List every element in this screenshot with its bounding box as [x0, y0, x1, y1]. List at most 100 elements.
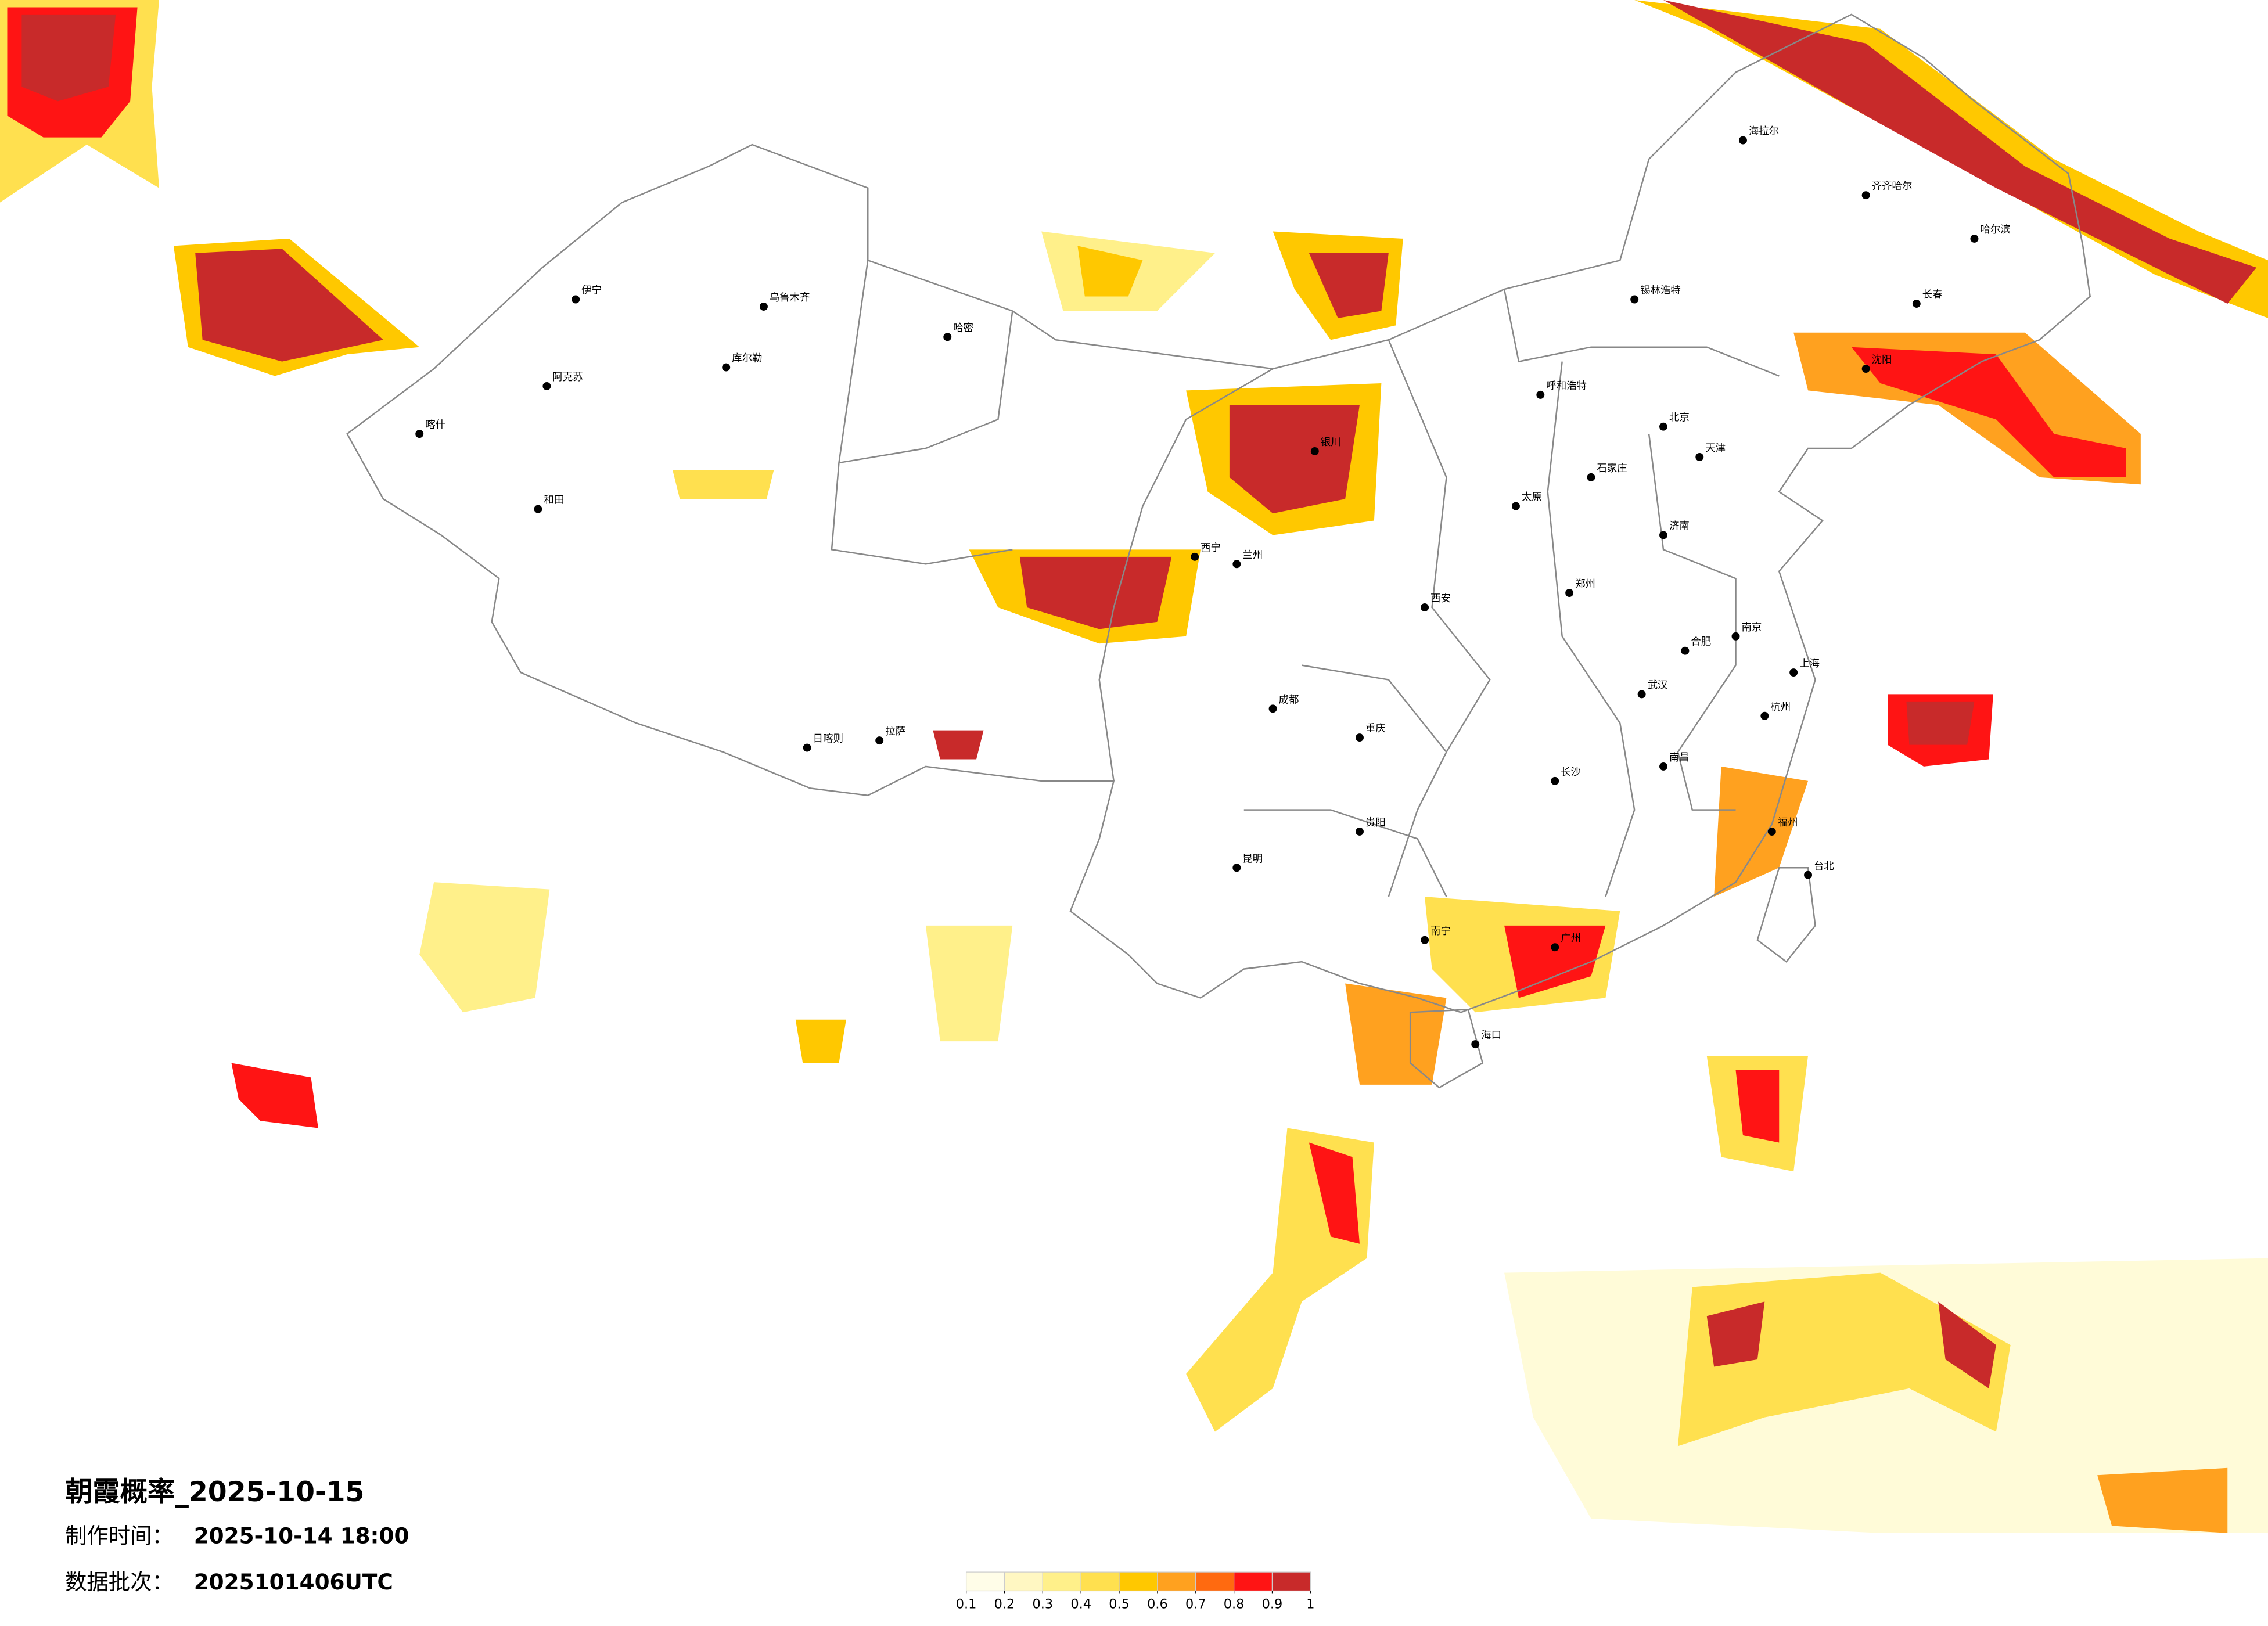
city-dot: [1789, 668, 1798, 677]
city-label: 喀什: [425, 419, 445, 431]
city-dot: [534, 505, 542, 513]
city-label: 上海: [1799, 658, 1820, 670]
city-label: 日喀则: [813, 733, 843, 745]
city-dot: [1421, 603, 1429, 611]
city-dot: [1565, 589, 1574, 598]
city-label: 齐齐哈尔: [1872, 181, 1913, 192]
heatmap: [0, 0, 2268, 1533]
city-label: 兰州: [1242, 549, 1263, 561]
city-dot: [1232, 864, 1241, 872]
city-dot: [1760, 711, 1769, 720]
city-dot: [1767, 828, 1776, 836]
city-label: 哈尔滨: [1980, 224, 2010, 236]
colorbar-cell: [1119, 1571, 1158, 1592]
colorbar-cell: [1157, 1571, 1196, 1592]
city-label: 南京: [1741, 622, 1762, 634]
city-label: 拉萨: [885, 726, 905, 738]
city-dot: [572, 295, 580, 304]
city-dot: [1804, 870, 1813, 879]
city-dot: [1310, 447, 1319, 455]
city-label: 长春: [1922, 289, 1943, 301]
city-label: 沈阳: [1872, 354, 1892, 366]
city-label: 海口: [1481, 1030, 1501, 1041]
city-label: 银川: [1321, 437, 1341, 448]
city-dot: [1681, 646, 1690, 655]
batch: 2025101406UTC: [194, 1569, 393, 1595]
city-label: 呼和浩特: [1546, 380, 1587, 392]
city-dot: [1191, 552, 1199, 561]
city-label: 昆明: [1242, 853, 1263, 865]
colorbar-tick-label: 0.8: [1224, 1596, 1245, 1611]
city-dot: [1630, 295, 1639, 304]
colorbar: 0.1 0.2 0.3 0.4 0.5 0.6 0.7 0.8 0.9 1: [956, 1571, 1314, 1611]
made-time: 2025-10-14 18:00: [194, 1523, 409, 1548]
city-dot: [1551, 776, 1559, 785]
city-label: 海拉尔: [1749, 126, 1779, 138]
city-dot: [1695, 453, 1704, 461]
city-label: 石家庄: [1597, 463, 1627, 474]
city-label: 南昌: [1669, 752, 1690, 764]
colorbar-cell: [1271, 1571, 1311, 1592]
city-label: 武汉: [1648, 679, 1668, 691]
city-dot: [943, 333, 952, 341]
city-dot: [1861, 191, 1870, 200]
city-dot: [759, 303, 768, 311]
city-label: 西宁: [1201, 542, 1221, 554]
city-label: 乌鲁木齐: [770, 292, 810, 304]
city-label: 长沙: [1561, 767, 1581, 778]
city-dot: [1659, 762, 1667, 771]
colorbar-tick-label: 0.9: [1262, 1596, 1283, 1611]
colorbar-tick-label: 0.1: [956, 1596, 977, 1611]
colorbar-cell: [1080, 1571, 1120, 1592]
city-label: 合肥: [1691, 636, 1711, 648]
city-label: 福州: [1778, 817, 1798, 829]
city-label: 天津: [1705, 443, 1726, 454]
batch-label: 数据批次：: [65, 1569, 174, 1595]
colorbar-cell: [1233, 1571, 1273, 1592]
city-dot: [875, 736, 884, 745]
city-label: 济南: [1669, 521, 1690, 533]
city-label: 台北: [1814, 861, 1834, 872]
colorbar-cell: [1042, 1571, 1081, 1592]
city-dot: [1421, 936, 1429, 944]
city-dot: [1659, 531, 1667, 539]
city-dot: [1268, 704, 1277, 713]
colorbar-tick-label: 0.5: [1109, 1596, 1130, 1611]
city-label: 成都: [1279, 694, 1299, 706]
city-label: 郑州: [1575, 578, 1595, 590]
city-dot: [1512, 502, 1520, 510]
city-dot: [722, 363, 731, 372]
city-dot: [1471, 1040, 1480, 1049]
colorbar-cell: [1195, 1571, 1235, 1592]
boundaries: [346, 13, 2091, 1089]
city-dot: [1731, 632, 1740, 641]
city-label: 贵阳: [1365, 817, 1386, 829]
colorbar-tick-label: 0.2: [994, 1596, 1015, 1611]
city-dot: [542, 382, 551, 390]
city-dot: [1861, 365, 1870, 373]
colorbar-tick-label: 0.3: [1033, 1596, 1054, 1611]
map-title: 朝霞概率_2025-10-15: [65, 1476, 364, 1508]
city-label: 南宁: [1430, 926, 1451, 937]
colorbar-tick-label: 0.6: [1147, 1596, 1168, 1611]
city-dot: [1738, 136, 1747, 145]
colorbar-tick-label: 0.7: [1185, 1596, 1206, 1611]
city-dot: [803, 743, 811, 752]
city-label: 杭州: [1770, 702, 1791, 713]
city-label: 和田: [544, 495, 564, 506]
city-label: 太原: [1522, 492, 1542, 503]
made-label: 制作时间：: [65, 1523, 174, 1548]
city-label: 哈密: [953, 322, 973, 334]
city-dot: [1637, 690, 1646, 699]
city-label: 西安: [1430, 593, 1451, 605]
city-dot: [1356, 828, 1364, 836]
city-dot: [1912, 300, 1921, 308]
city-label: 阿克苏: [552, 372, 583, 383]
colorbar-cell: [1004, 1571, 1043, 1592]
colorbar-tick-label: 0.4: [1070, 1596, 1091, 1611]
city-label: 库尔勒: [732, 353, 762, 365]
city-dot: [415, 430, 424, 438]
colorbar-cell: [965, 1571, 1005, 1592]
